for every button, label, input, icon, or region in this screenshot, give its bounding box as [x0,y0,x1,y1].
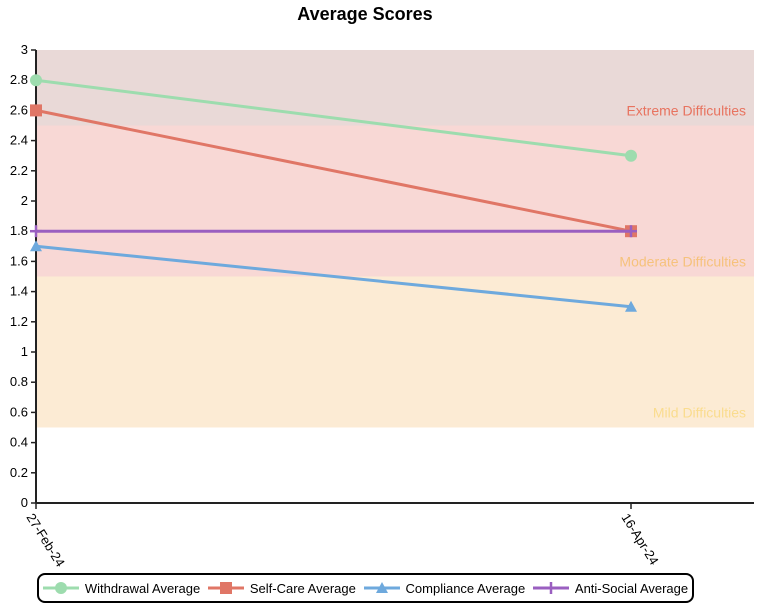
series-2-point-0 [30,240,42,252]
band-label-1: Moderate Difficulties [619,254,746,270]
y-tick-label-12: 2.4 [10,133,28,148]
series-line-0 [35,78,632,158]
legend-marker-3 [544,582,557,594]
chart-legend: Withdrawal Average Self-Care Average Compl… [37,573,694,603]
legend-item-3[interactable]: Anti-Social Average [532,580,689,596]
band-0 [36,50,754,126]
legend-swatch-2 [363,582,400,593]
legend-marker-2 [375,582,388,593]
chart-title: Average Scores [297,4,433,24]
series-3-point-1 [625,225,637,238]
series-line-2 [35,244,632,309]
y-tick-label-0: 0 [21,495,28,510]
y-tick-label-13: 2.6 [10,102,28,117]
x-tick-label-1: 16-Apr-24 [618,511,661,568]
legend-item-0[interactable]: Withdrawal Average [42,580,201,596]
legend-marker-0 [54,582,67,594]
legend-label-2: Compliance Average [405,580,526,596]
series-1-point-0 [30,104,42,117]
y-tick-label-5: 1 [21,344,28,359]
legend-item-1[interactable]: Self-Care Average [207,580,356,596]
band-label-2: Mild Difficulties [653,405,746,421]
series-0-point-1 [625,149,637,162]
y-tick-label-1: 0.2 [10,465,28,480]
legend-label-0: Withdrawal Average [84,580,201,596]
series-0-point-0 [30,74,42,87]
y-tick-label-14: 2.8 [10,72,28,87]
legend-swatch-3 [532,582,569,594]
y-tick-label-10: 2 [21,193,28,208]
series-line-1 [35,108,632,233]
y-tick-label-4: 0.8 [10,374,28,389]
legend-item-2[interactable]: Compliance Average [363,580,526,596]
legend-label-1: Self-Care Average [249,580,356,596]
legend-swatch-0 [42,582,79,594]
y-tick-label-9: 1.8 [10,223,28,238]
series-3-point-0 [30,225,42,238]
line-chart: Extreme Difficulties Moderate Difficultie… [10,42,754,570]
band-2 [36,276,754,428]
y-tick-label-11: 2.2 [10,163,28,178]
y-tick-label-6: 1.2 [10,314,28,329]
legend-swatch-1 [207,582,244,594]
chart-series [30,74,637,312]
x-tick-label-0: 27-Feb-24 [23,511,68,570]
band-1 [36,125,754,277]
legend-label-3: Anti-Social Average [574,580,689,596]
y-tick-label-2: 0.4 [10,435,28,450]
legend-marker-1 [219,582,232,594]
difficulty-bands: Extreme Difficulties Moderate Difficultie… [36,50,754,428]
y-tick-label-3: 0.6 [10,404,28,419]
y-tick-label-7: 1.4 [10,284,28,299]
y-tick-label-8: 1.6 [10,253,28,268]
series-2-point-1 [625,300,637,312]
band-label-0: Extreme Difficulties [626,103,746,119]
y-tick-label-15: 3 [21,42,28,57]
